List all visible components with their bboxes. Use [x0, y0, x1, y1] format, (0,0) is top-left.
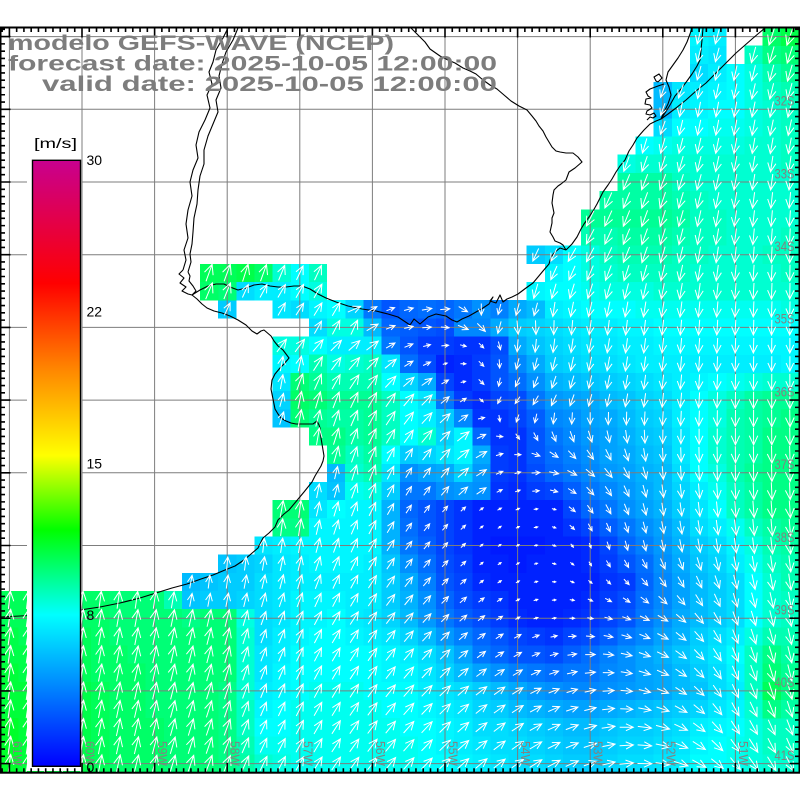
svg-text:39S: 39S: [775, 603, 795, 618]
svg-text:51W: 51W: [736, 741, 751, 767]
svg-text:8: 8: [87, 607, 95, 623]
svg-text:34S: 34S: [775, 239, 795, 254]
svg-text:15: 15: [87, 455, 103, 471]
svg-text:forecast date: 2025-10-05 12:0: forecast date: 2025-10-05 12:00:00: [8, 53, 497, 76]
svg-text:30: 30: [87, 152, 103, 168]
svg-text:54W: 54W: [518, 741, 533, 767]
svg-text:33S: 33S: [775, 166, 795, 181]
svg-text:22: 22: [87, 304, 103, 320]
svg-text:59W: 59W: [155, 741, 170, 767]
svg-text:32S: 32S: [775, 94, 795, 109]
svg-text:58W: 58W: [228, 741, 243, 767]
svg-text:61W: 61W: [10, 741, 25, 767]
svg-text:60W: 60W: [83, 741, 98, 767]
svg-text:36S: 36S: [775, 384, 795, 399]
svg-text:modelo GEFS-WAVE (NCEP): modelo GEFS-WAVE (NCEP): [8, 32, 394, 55]
svg-text:41S: 41S: [775, 748, 795, 763]
svg-text:valid date: 2025-10-05 12:00:0: valid date: 2025-10-05 12:00:00: [42, 73, 497, 96]
svg-text:53W: 53W: [591, 741, 606, 767]
svg-text:52W: 52W: [663, 741, 678, 767]
svg-text:57W: 57W: [300, 741, 315, 767]
svg-text:38S: 38S: [775, 530, 795, 545]
svg-text:0: 0: [87, 759, 95, 775]
svg-text:40S: 40S: [775, 675, 795, 690]
svg-text:[m/s]: [m/s]: [34, 136, 77, 151]
svg-text:37S: 37S: [775, 457, 795, 472]
svg-text:35S: 35S: [775, 312, 795, 327]
svg-text:55W: 55W: [446, 741, 461, 767]
svg-text:56W: 56W: [373, 741, 388, 767]
